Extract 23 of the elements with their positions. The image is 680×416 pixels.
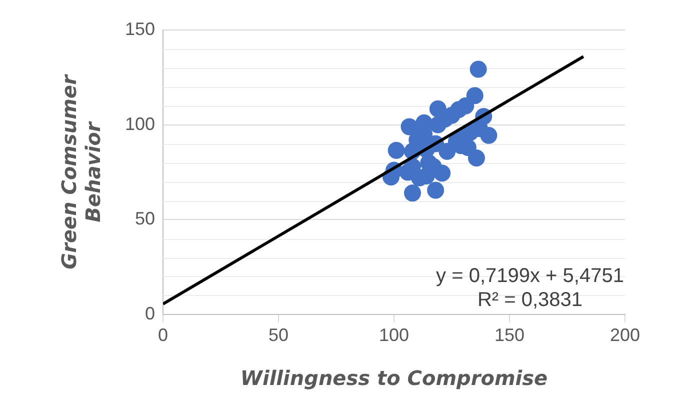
x-axis-title: Willingness to Compromise: [240, 366, 548, 390]
y-tick-label: 100: [124, 114, 156, 134]
point: [427, 182, 444, 199]
y-tick-label: 150: [124, 18, 156, 39]
point: [457, 97, 474, 114]
x-tick-label: 50: [268, 325, 289, 346]
y-axis-title: Green Comsumer Behavior: [57, 74, 106, 270]
y-tick-label: 0: [145, 303, 156, 324]
point: [400, 118, 418, 136]
annotation: R² = 0,3831: [477, 288, 583, 311]
point: [466, 87, 484, 104]
x-tick-label: 100: [378, 325, 410, 346]
y-tick-label: 50: [135, 208, 156, 229]
x-tick-label: 0: [158, 325, 168, 346]
point: [470, 120, 488, 138]
point: [388, 142, 405, 159]
point: [404, 184, 421, 202]
annotation: y = 0,7199x + 5,4751: [436, 264, 624, 287]
point: [470, 60, 487, 78]
x-tick-label: 150: [494, 325, 525, 346]
point: [468, 149, 485, 166]
point: [438, 142, 456, 160]
x-tick-label: 200: [610, 325, 640, 346]
